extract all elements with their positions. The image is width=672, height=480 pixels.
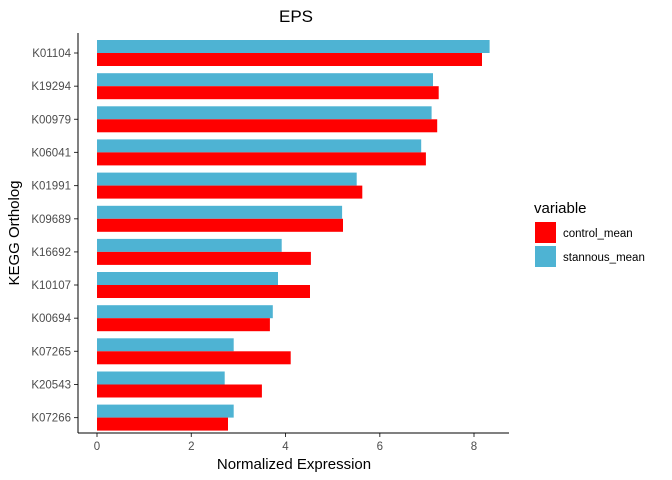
y-tick-label: K19294 [31,81,71,93]
x-axis-title: Normalized Expression [217,456,371,473]
bar-control_mean-K01104 [97,53,482,66]
y-tick-label: K01991 [31,181,71,193]
x-tick-label: 8 [471,441,477,453]
bar-control_mean-K20543 [97,384,262,398]
x-tick-label: 2 [188,441,194,453]
bar-stannous_mean-K00979 [97,106,432,120]
bars-group [97,40,490,431]
bar-stannous_mean-K07266 [97,404,234,418]
bar-control_mean-K19294 [97,86,439,100]
legend-title: variable [534,200,587,217]
bar-stannous_mean-K20543 [97,371,225,385]
legend: control_mean stannous_mean [535,222,645,267]
x-tick-label: 6 [377,441,383,453]
y-tick-label: K07265 [31,346,71,358]
bar-control_mean-K00979 [97,119,438,133]
bar-control_mean-K00694 [97,318,270,332]
y-tick-label: K10107 [31,280,71,292]
y-tick-label: K01104 [32,48,71,60]
bar-stannous_mean-K16692 [97,238,282,252]
bar-stannous_mean-K01104 [97,40,490,53]
legend-swatch-stannous_mean [535,246,556,267]
bar-control_mean-K07265 [97,351,291,365]
y-tick-label: K16692 [31,247,71,259]
y-tick-label: K06041 [31,147,71,159]
x-tick-label: 4 [282,441,289,453]
chart-title: EPS [279,7,313,26]
y-axis-ticks: K01104 K19294 K00979 K06041 K01991 K09689 K166… [31,48,78,425]
bar-control_mean-K06041 [97,152,426,166]
y-axis-title: KEGG Ortholog [6,180,23,285]
bar-control_mean-K16692 [97,251,311,265]
x-tick-label: 0 [94,441,100,453]
y-tick-label: K00979 [31,114,71,126]
y-tick-label: K09689 [31,214,71,226]
bar-stannous_mean-K07265 [97,338,234,352]
legend-label-control_mean: control_mean [563,228,633,240]
legend-label-stannous_mean: stannous_mean [563,252,645,264]
bar-stannous_mean-K01991 [97,172,357,186]
bar-stannous_mean-K00694 [97,305,273,319]
x-axis-ticks: 0 2 4 6 8 [94,433,477,453]
y-tick-label: K20543 [31,380,71,392]
y-tick-label: K00694 [31,313,71,325]
bar-control_mean-K01991 [97,185,363,199]
y-tick-label: K07266 [31,413,71,425]
bar-stannous_mean-K19294 [97,73,433,87]
bar-control_mean-K07266 [97,417,228,431]
bar-stannous_mean-K09689 [97,205,343,219]
bar-stannous_mean-K06041 [97,139,422,153]
legend-swatch-control_mean [535,222,556,243]
bar-control_mean-K09689 [97,218,343,232]
bar-stannous_mean-K10107 [97,272,278,285]
bar-control_mean-K10107 [97,285,310,298]
